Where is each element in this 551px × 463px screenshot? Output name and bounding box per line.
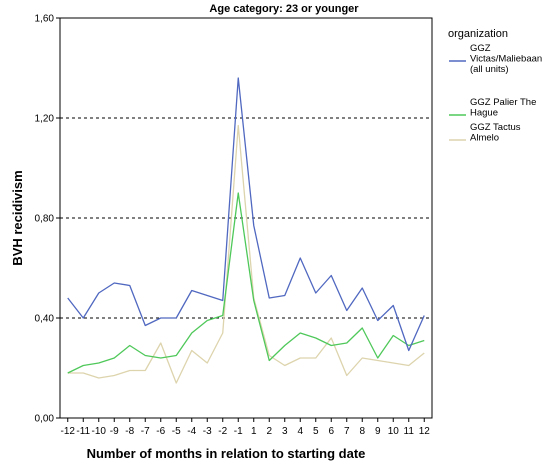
legend-label-2: Hague [470,108,498,119]
x-axis: -12 -11 -10 -9 -8 -7 -6 -5 -4 -3 -2 -1 1 2 3 4 5 6 7 8 9 10 11… [61,418,431,437]
x-tick-label: 3 [282,426,288,437]
series-line-2 [67,192,425,374]
x-tick-label: 6 [328,426,334,437]
x-tick-label: 11 [404,426,415,437]
x-tick-label: 8 [359,426,365,437]
legend-title: organization [448,28,508,40]
x-tick-label: -6 [156,426,165,437]
y-axis-label: BVH recidivism [10,170,25,265]
x-tick-label: -8 [125,426,134,437]
x-tick-label: -7 [141,426,150,437]
y-axis: 0,00 0,40 0,80 1,20 1,60 [35,14,60,425]
x-tick-label: 2 [266,426,272,437]
legend-label-1: (all units) [470,64,509,75]
x-tick-label: -11 [76,426,90,437]
y-tick-label: 0,00 [35,414,55,425]
x-axis-label: Number of months in relation to starting… [87,446,366,461]
y-tick-label: 0,80 [35,214,55,225]
x-tick-label: -4 [187,426,196,437]
x-tick-label: 1 [251,426,257,437]
x-tick-label: 4 [297,426,303,437]
legend-label-2: GGZ Palier The [470,97,536,108]
x-tick-label: -10 [92,426,107,437]
x-tick-label: -2 [218,426,227,437]
legend-label-1: GGZ [470,43,491,54]
x-tick-label: -3 [203,426,212,437]
y-tick-label: 1,60 [35,14,55,25]
legend-label-3: Almelo [470,133,499,144]
chart-title: Age category: 23 or younger [209,3,359,15]
x-tick-label: 5 [313,426,319,437]
x-tick-label: 10 [388,426,400,437]
legend-label-1: Victas/Maliebaan [470,54,542,65]
x-tick-label: 12 [419,426,431,437]
series-line-3 [67,124,425,384]
y-tick-label: 1,20 [35,114,55,125]
x-tick-label: -12 [61,426,76,437]
x-tick-label: -1 [234,426,243,437]
x-tick-label: 9 [375,426,381,437]
legend-label-3: GGZ Tactus [470,122,521,133]
x-tick-label: 7 [344,426,350,437]
x-tick-label: -5 [172,426,181,437]
series-lines [67,77,425,384]
series-line-1 [67,77,425,352]
x-tick-label: -9 [110,426,119,437]
y-tick-label: 0,40 [35,314,55,325]
